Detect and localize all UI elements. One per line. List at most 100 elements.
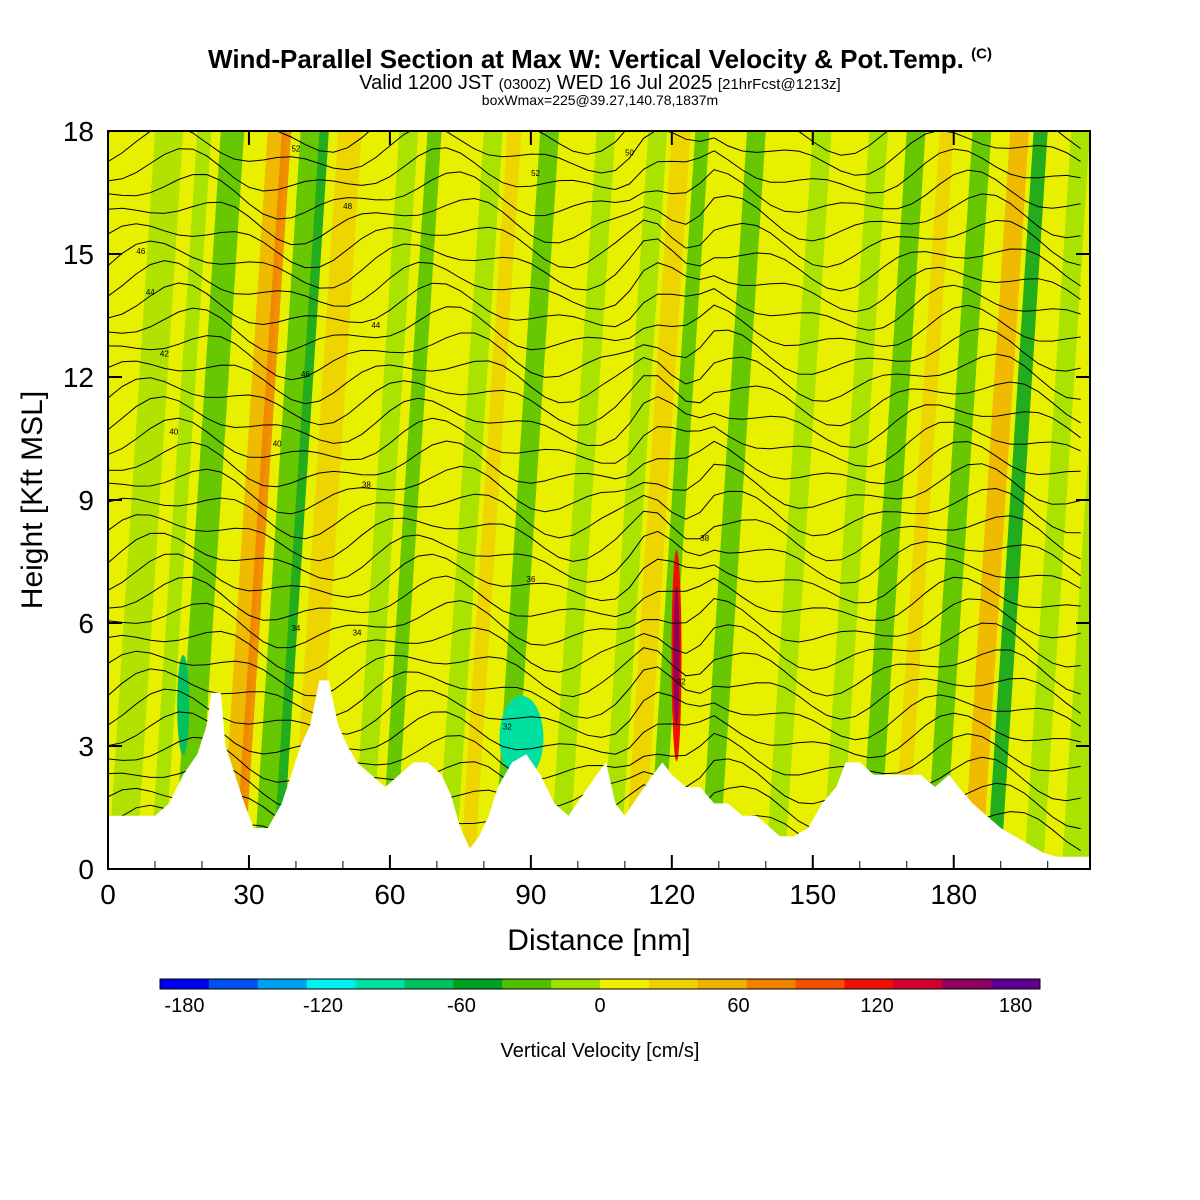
theta-contour xyxy=(108,711,1081,759)
colorbar-swatch xyxy=(551,979,601,989)
colorbar: -180 -120 -60 0 60 120 180 Vertical Velocity [c… xyxy=(159,978,1041,1062)
velocity-band xyxy=(963,131,1029,869)
velocity-band xyxy=(220,131,287,869)
contour-label: 40 xyxy=(169,427,178,436)
y-tick-label: 3 xyxy=(78,731,94,762)
theta-contour xyxy=(108,688,1081,741)
colorbar-tick-label: 0 xyxy=(594,995,605,1017)
theta-contour xyxy=(108,260,1081,313)
velocity-band xyxy=(822,131,888,869)
colorbar-swatch xyxy=(453,979,503,989)
contour-label: 44 xyxy=(371,321,380,330)
colorbar-swatch xyxy=(404,979,454,989)
theta-contour xyxy=(108,238,1081,292)
contour-label: 46 xyxy=(301,370,310,379)
theta-contour xyxy=(108,131,1081,176)
velocity-band xyxy=(925,131,992,869)
colorbar-tick-label: 60 xyxy=(727,995,749,1017)
x-tick-label: 0 xyxy=(100,879,116,910)
theta-contour xyxy=(108,463,1081,515)
velocity-band xyxy=(436,131,503,869)
colorbar-swatch xyxy=(502,979,552,989)
theta-contour xyxy=(108,147,1081,194)
contour-label: 52 xyxy=(291,145,300,154)
colorbar-tick-label: -60 xyxy=(447,995,476,1017)
x-tick-label: 90 xyxy=(515,879,546,910)
theta-contour xyxy=(108,530,1081,584)
x-axis-label: Distance [nm] xyxy=(507,924,690,957)
colorbar-swatch xyxy=(355,979,405,989)
contour-label: 48 xyxy=(343,202,352,211)
theta-contour xyxy=(108,219,1081,269)
x-tick-label: 120 xyxy=(648,879,695,910)
velocity-band xyxy=(291,131,362,869)
velocity-band xyxy=(601,131,668,869)
theta-contour xyxy=(108,353,1081,405)
colorbar-swatch xyxy=(257,979,308,989)
colorbar-swatch xyxy=(893,979,943,989)
contour-label: 32 xyxy=(677,678,686,687)
theta-contour xyxy=(108,327,1081,381)
x-tick-label: 150 xyxy=(789,879,836,910)
contour-label: 34 xyxy=(353,628,362,637)
theta-contour xyxy=(108,487,1081,540)
contour-label: 50 xyxy=(625,149,634,158)
colorbar-tick-label: -180 xyxy=(164,995,204,1017)
velocity-band xyxy=(150,131,212,869)
colorbar-swatch xyxy=(746,979,797,989)
velocity-band xyxy=(460,131,522,869)
velocity-band xyxy=(234,131,292,869)
velocity-band xyxy=(253,131,320,869)
velocity-band xyxy=(859,131,926,869)
y-tick-label: 9 xyxy=(78,485,94,516)
theta-contour xyxy=(108,575,1081,621)
theta-contour xyxy=(108,647,1081,698)
colorbar-swatch xyxy=(795,979,845,989)
y-tick-label: 6 xyxy=(78,608,94,639)
colorbar-swatch xyxy=(160,979,210,989)
colorbar-swatch xyxy=(844,979,894,989)
theta-contour xyxy=(108,304,1081,354)
velocity-band xyxy=(648,131,710,869)
colorbar-tick-label: -120 xyxy=(303,995,343,1017)
colorbar-swatch xyxy=(942,979,992,989)
updraft-max xyxy=(673,585,680,726)
x-tick-label: 60 xyxy=(374,879,405,910)
valid-time: Valid 1200 JST (0300Z) WED 16 Jul 2025 [… xyxy=(359,72,841,94)
velocity-band xyxy=(493,131,560,869)
velocity-band xyxy=(765,131,832,869)
x-tick-label: 30 xyxy=(233,879,264,910)
chart-title: Wind-Parallel Section at Max W: Vertical… xyxy=(208,44,992,74)
x-tick-label: 180 xyxy=(930,879,977,910)
velocity-band xyxy=(108,131,184,869)
velocity-band xyxy=(352,131,419,869)
theta-contour xyxy=(108,193,1081,246)
colorbar-tick-label: 120 xyxy=(860,995,893,1017)
theta-contour xyxy=(108,169,1081,220)
theta-contour xyxy=(108,282,1081,331)
colorbar-swatch xyxy=(208,979,259,989)
velocity-field xyxy=(108,131,1090,869)
contour-label: 42 xyxy=(160,350,169,359)
velocity-band xyxy=(700,131,766,869)
y-tick-label: 12 xyxy=(63,362,94,393)
y-tick-label: 15 xyxy=(63,239,94,270)
theta-contour xyxy=(108,622,1081,674)
velocity-band xyxy=(1061,426,1090,869)
colorbar-frame xyxy=(159,978,1041,990)
velocity-band xyxy=(986,131,1048,869)
theta-contour xyxy=(108,131,1081,156)
velocity-band xyxy=(549,131,616,869)
y-tick-label: 18 xyxy=(63,116,94,147)
theta-contour xyxy=(108,440,1081,488)
contour-label: 40 xyxy=(273,440,282,449)
colorbar-swatch xyxy=(306,979,357,989)
y-tick-label: 0 xyxy=(78,854,94,885)
theta-contour xyxy=(108,396,1081,449)
colorbar-tick-label: 180 xyxy=(999,995,1032,1017)
contour-label: 38 xyxy=(362,481,371,490)
colorbar-label: Vertical Velocity [cm/s] xyxy=(501,1040,700,1062)
colorbar-swatch xyxy=(697,979,748,989)
colorbar-swatch xyxy=(600,979,650,989)
